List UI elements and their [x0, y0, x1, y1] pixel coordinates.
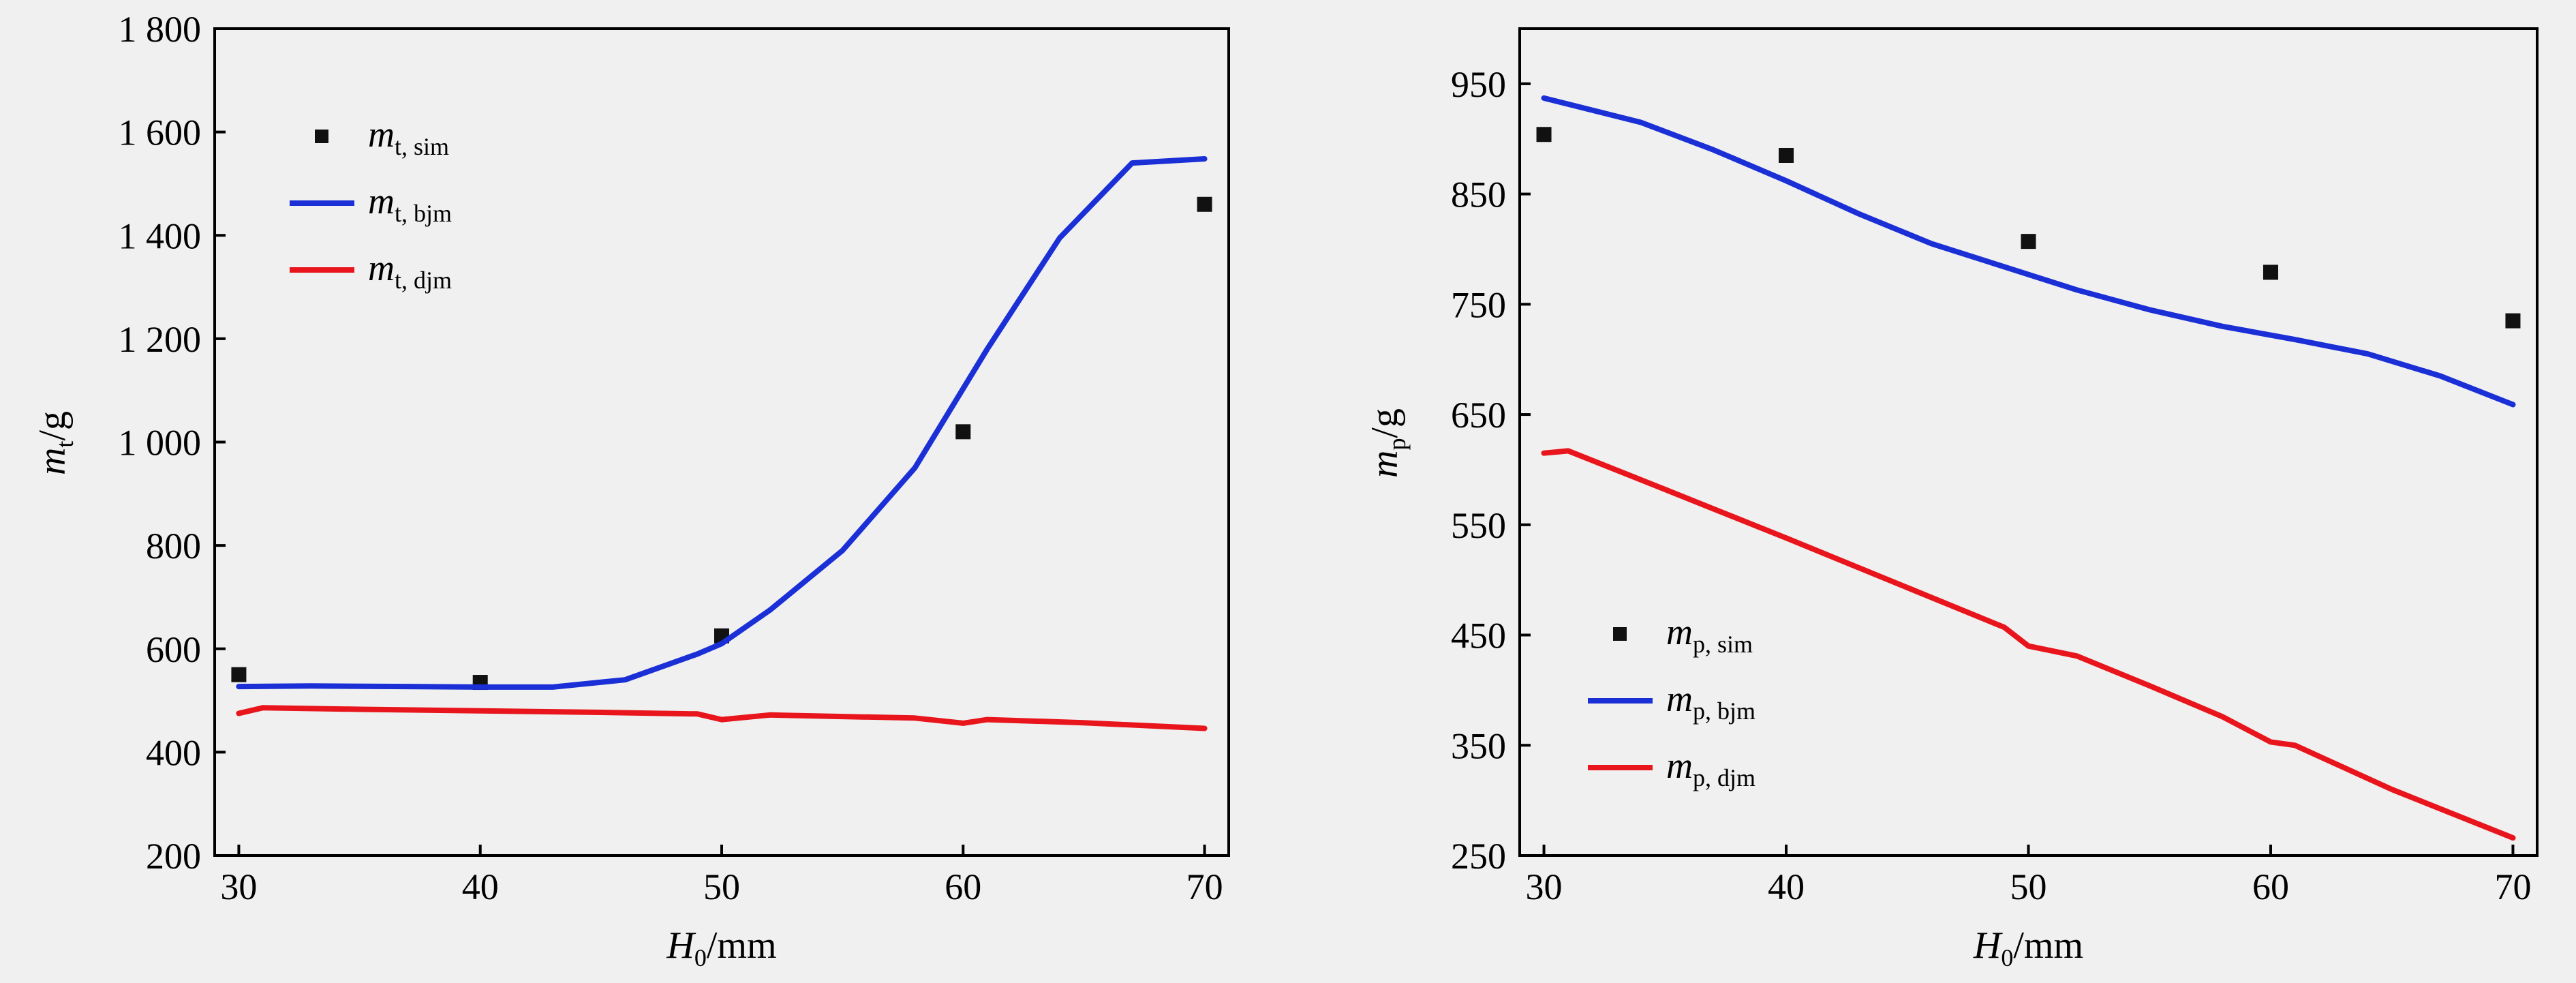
left-series-t-sim-point: [1197, 196, 1212, 212]
right-series-p-sim-point: [2021, 234, 2036, 249]
right-y-tick-label: 650: [1451, 395, 1506, 436]
right-x-axis-subscript: 0: [2001, 944, 2013, 971]
left-series-t-djm-line: [236, 705, 1208, 731]
right-y-tick-label: 950: [1451, 64, 1506, 105]
left-legend-symbol-1: m: [368, 181, 395, 222]
right-y-axis-unit: /g: [1364, 408, 1406, 438]
left-legend-subscript-2: t, djm: [395, 267, 452, 294]
left-y-tick-label: 400: [146, 732, 201, 773]
right-x-axis-symbol: H: [1973, 924, 2003, 967]
left-legend-subscript-1: t, bjm: [395, 200, 452, 227]
right-legend-subscript-1: p, bjm: [1693, 697, 1755, 725]
right-series-p-bjm-line: [1541, 95, 2516, 408]
right-x-axis-title: H0/mm: [1973, 924, 2083, 971]
left-series-t-bjm-line: [236, 156, 1208, 690]
right-x-tick-label: 50: [2010, 866, 2047, 907]
left-y-axis-symbol: m: [31, 448, 74, 475]
left-y-tick-label: 1 600: [119, 112, 202, 153]
left-x-tick-label: 40: [462, 866, 499, 907]
right-legend-label-1: mp, bjm: [1666, 678, 1755, 725]
right-x-tick-label: 60: [2252, 866, 2289, 907]
left-x-axis-title: H0/mm: [666, 924, 776, 971]
right-x-tick-label: 70: [2494, 866, 2531, 907]
right-series-p-djm-line: [1541, 448, 2516, 841]
left-legend-symbol-0: m: [368, 114, 395, 155]
left-y-tick-label: 1 800: [119, 9, 202, 50]
left-series-t-sim-point: [955, 424, 971, 440]
right-legend-symbol-0: m: [1666, 611, 1693, 652]
left-y-tick-label: 800: [146, 526, 201, 566]
right-y-axis-title: mp/g: [1364, 408, 1411, 478]
right-y-axis-subscript: p: [1383, 438, 1411, 451]
left-x-tick-label: 50: [703, 866, 740, 907]
left-x-axis-subscript: 0: [694, 944, 707, 971]
right-series-p-sim-point: [1536, 127, 1552, 142]
left-x-tick-label: 60: [945, 866, 981, 907]
right-legend-symbol-2: m: [1666, 745, 1693, 786]
left-legend-label-1: mt, bjm: [368, 181, 452, 227]
left-legend-label-0: mt, sim: [368, 114, 449, 160]
left-y-axis-title: mt/g: [31, 411, 78, 475]
right-series-p-sim-point: [2263, 264, 2278, 280]
chart-left: 30 40 50 60 70 200 400 600 800 1 000 1 200 1 400 1 6…: [31, 9, 1230, 971]
left-legend-marker-0: [315, 130, 328, 143]
right-x-tick-label: 30: [1526, 866, 1563, 907]
left-legend-subscript-0: t, sim: [395, 133, 449, 160]
left-x-tick-label: 30: [220, 866, 257, 907]
right-plot-frame: [1518, 27, 2539, 857]
right-legend-marker-0: [1613, 627, 1627, 641]
right-x-tick-label: 40: [1768, 866, 1805, 907]
right-y-tick-label: 450: [1451, 616, 1506, 656]
right-legend-label-0: mp, sim: [1666, 611, 1753, 658]
right-legend-label-2: mp, djm: [1666, 745, 1755, 791]
chart-right: 30 40 50 60 70 250 350 450 550 650 750 850 950 H0/mm m…: [1364, 27, 2539, 971]
right-y-tick-label: 850: [1451, 175, 1506, 215]
left-y-tick-label: 1 400: [119, 215, 202, 256]
right-x-axis-unit: /mm: [2013, 924, 2083, 967]
right-legend-symbol-1: m: [1666, 678, 1693, 719]
left-y-tick-label: 1 000: [119, 423, 202, 464]
right-y-axis-symbol: m: [1364, 451, 1406, 478]
right-series-p-sim-point: [1779, 147, 1794, 163]
right-y-tick-label: 250: [1451, 836, 1506, 877]
right-y-tick-label: 750: [1451, 284, 1506, 325]
left-plot-frame: [213, 27, 1230, 857]
right-y-tick-label: 350: [1451, 725, 1506, 766]
left-legend-symbol-2: m: [368, 247, 395, 288]
left-y-axis-subscript: t: [51, 441, 78, 448]
right-legend-subscript-2: p, djm: [1693, 764, 1755, 791]
right-legend-subscript-0: p, sim: [1693, 631, 1753, 658]
left-y-tick-label: 1 200: [119, 319, 202, 360]
right-y-tick-label: 550: [1451, 505, 1506, 546]
left-legend-label-2: mt, djm: [368, 247, 452, 294]
right-series-p-sim-point: [2505, 313, 2521, 329]
left-series-t-sim-point: [231, 667, 247, 682]
left-y-axis-unit: /g: [31, 411, 74, 441]
left-x-axis-unit: /mm: [707, 924, 777, 967]
left-y-tick-label: 200: [146, 836, 201, 877]
left-x-tick-label: 70: [1186, 866, 1223, 907]
left-y-tick-label: 600: [146, 629, 201, 670]
left-x-axis-symbol: H: [666, 924, 696, 967]
